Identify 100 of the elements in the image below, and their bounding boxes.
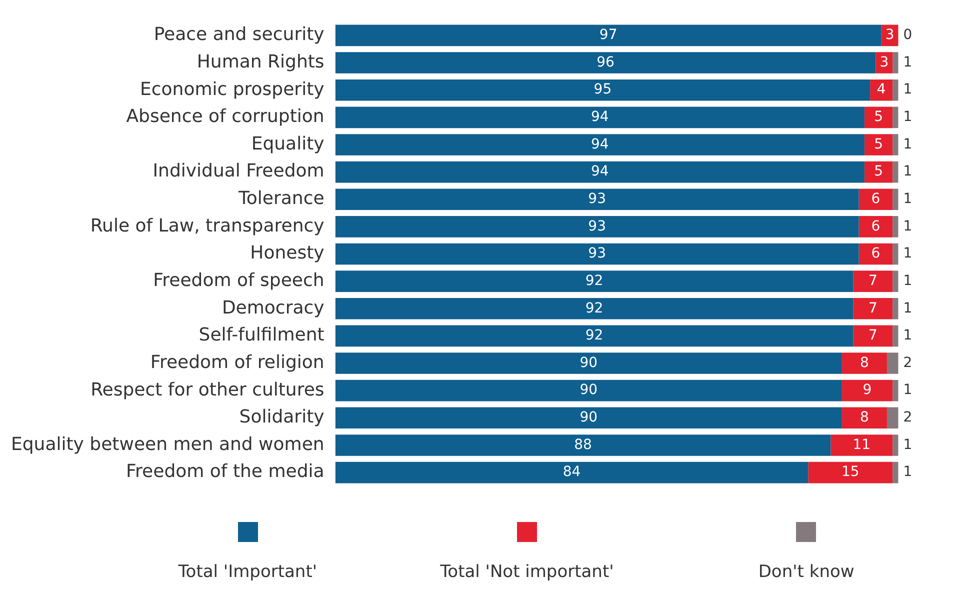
data-label: 1	[903, 382, 912, 398]
data-label: 2	[903, 354, 912, 371]
data-label: 7	[868, 300, 878, 316]
bar	[892, 134, 898, 156]
bar	[335, 161, 864, 183]
data-label: 93	[588, 191, 606, 208]
y-tick-label: Rule of Law, transparency	[90, 215, 325, 236]
bar	[335, 434, 831, 456]
bar	[864, 161, 893, 183]
y-tick-label: Self-fulfilment	[198, 324, 324, 346]
bar	[892, 380, 898, 402]
bar	[335, 270, 854, 292]
data-label: 0	[903, 27, 912, 44]
data-label: 1	[903, 191, 912, 208]
y-tick-label: Economic prosperity	[140, 78, 325, 100]
bar	[858, 216, 893, 238]
data-label: 84	[562, 464, 581, 480]
y-tick-label: Freedom of the media	[126, 461, 324, 482]
bar	[892, 216, 898, 238]
bar	[335, 298, 854, 320]
data-label: 9	[862, 382, 872, 398]
data-label: 6	[871, 191, 880, 208]
data-label: 7	[868, 272, 878, 289]
data-label: 90	[580, 382, 598, 398]
data-label: 5	[874, 109, 883, 126]
bar	[335, 52, 876, 74]
data-label: 90	[580, 410, 598, 426]
data-label: 6	[871, 218, 880, 234]
bar	[853, 325, 893, 347]
legend-label: Don't know	[758, 562, 854, 582]
bar	[335, 79, 870, 101]
legend-label: Total 'Important'	[178, 562, 318, 582]
bar	[335, 380, 842, 402]
data-label: 8	[860, 354, 869, 371]
bar	[853, 298, 893, 320]
data-label: 92	[585, 272, 604, 289]
bar	[830, 434, 893, 456]
bar	[335, 134, 864, 156]
y-tick-label: Freedom of religion	[150, 352, 324, 373]
y-tick-label: Equality between men and women	[10, 434, 324, 455]
y-tick-label: Individual Freedom	[152, 160, 324, 182]
legend-label: Total 'Not important'	[440, 562, 614, 582]
bar	[870, 79, 893, 101]
bar	[335, 243, 859, 265]
bar	[892, 270, 898, 292]
data-label: 4	[876, 82, 886, 98]
data-label: 1	[903, 464, 912, 480]
data-label: 93	[588, 218, 606, 234]
bar	[858, 188, 893, 210]
bar	[892, 79, 898, 101]
y-tick-label: Honesty	[250, 242, 325, 264]
bar	[853, 270, 893, 292]
data-label: 96	[596, 54, 614, 70]
bar	[876, 52, 893, 74]
bar	[842, 352, 887, 374]
bar	[892, 52, 898, 74]
data-label: 97	[599, 27, 618, 44]
bar	[892, 106, 898, 128]
bar	[335, 352, 842, 374]
y-tick-label: Freedom of speech	[153, 270, 324, 291]
bar	[892, 188, 898, 210]
data-label: 1	[903, 54, 912, 70]
data-label: 1	[903, 328, 912, 344]
data-label: 94	[590, 136, 609, 152]
bar	[335, 407, 842, 429]
bar	[892, 161, 898, 183]
data-label: 95	[594, 82, 612, 98]
data-label: 1	[903, 136, 912, 152]
data-label: 94	[590, 109, 609, 126]
data-label: 3	[885, 27, 894, 44]
bar	[335, 24, 882, 46]
data-label: 8	[860, 410, 869, 426]
bar	[808, 462, 893, 484]
data-label: 7	[868, 328, 878, 344]
bar	[335, 216, 859, 238]
data-label: 93	[588, 246, 606, 262]
data-label: 1	[903, 82, 912, 98]
y-tick-label: Peace and security	[154, 24, 325, 46]
bar	[335, 325, 854, 347]
data-label: 1	[903, 300, 912, 316]
bar	[892, 434, 898, 456]
bar	[335, 188, 859, 210]
data-label: 1	[903, 436, 912, 453]
data-label: 6	[871, 246, 880, 262]
bar	[864, 134, 893, 156]
y-tick-label: Human Rights	[196, 51, 324, 72]
data-label: 1	[903, 246, 912, 262]
bar	[892, 298, 898, 320]
data-label: 5	[874, 136, 883, 152]
bar	[864, 106, 893, 128]
data-label: 2	[903, 410, 912, 426]
data-label: 92	[585, 300, 604, 316]
bar	[842, 407, 887, 429]
data-label: 11	[852, 436, 871, 453]
bar	[886, 352, 898, 374]
data-label: 1	[903, 164, 912, 180]
bar	[842, 380, 893, 402]
bar	[892, 462, 898, 484]
data-label: 1	[903, 218, 912, 234]
y-tick-label: Absence of corruption	[126, 106, 324, 128]
